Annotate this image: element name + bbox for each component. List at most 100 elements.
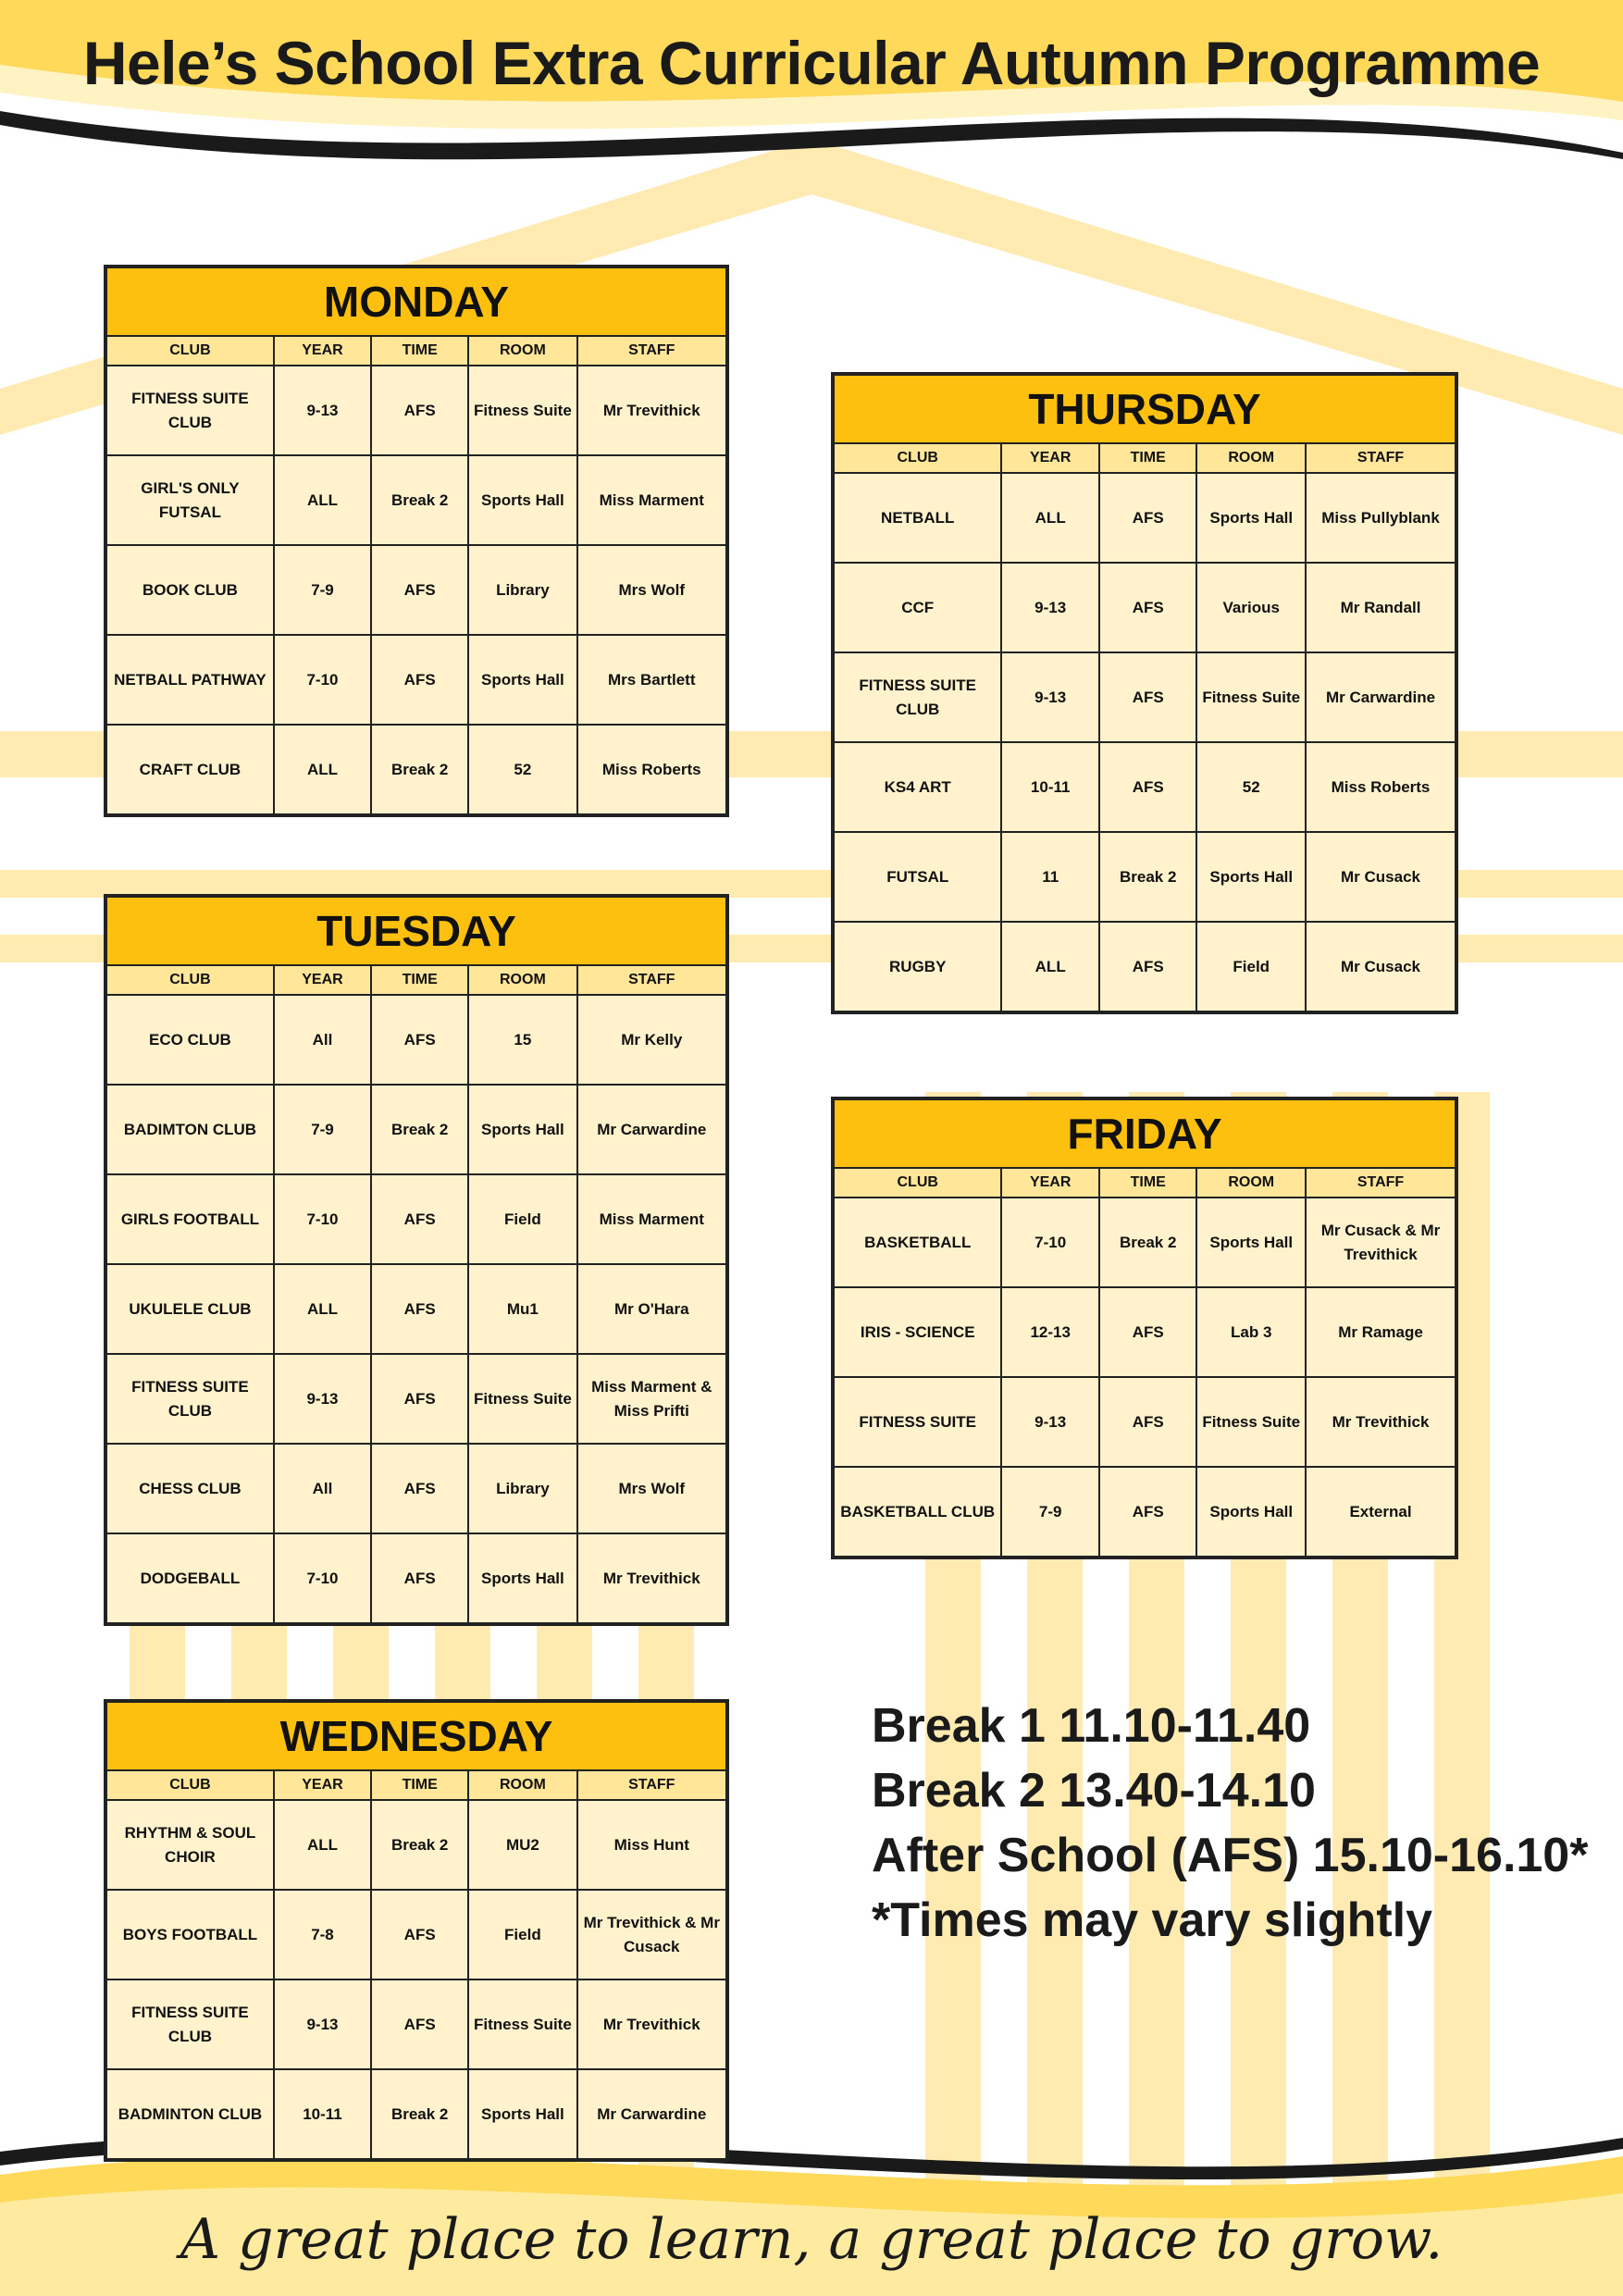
year-cell: 7-9 [272, 544, 373, 636]
club-cell: DODGEBALL [105, 1533, 275, 1624]
break-1-time: Break 1 11.10-11.40 [872, 1699, 1311, 1753]
time-cell: AFS [1097, 472, 1198, 564]
year-cell: 7-10 [272, 634, 373, 726]
staff-cell: Miss Roberts [576, 724, 728, 815]
room-cell: Sports Hall [1196, 472, 1307, 564]
room-cell: Sports Hall [467, 454, 578, 546]
after-school-time: After School (AFS) 15.10-16.10* [872, 1829, 1589, 1882]
year-cell: All [272, 1443, 373, 1534]
staff-cell: Miss Marment [576, 454, 728, 546]
club-cell: FITNESS SUITE [832, 1376, 1003, 1468]
year-cell: ALL [272, 454, 373, 546]
column-header-club: CLUB [105, 1769, 275, 1801]
column-header-year: YEAR [272, 335, 373, 366]
time-cell: AFS [370, 544, 470, 636]
room-cell: Sports Hall [467, 634, 578, 726]
table-row: GIRL'S ONLY FUTSAL ALL Break 2 Sports Hall M… [105, 454, 728, 546]
year-cell: ALL [272, 1799, 373, 1891]
time-cell: AFS [1097, 1376, 1198, 1468]
schedule-table: WEDNESDAY CLUB YEAR TIME ROOM STAFF RHYTHM & S… [105, 1701, 728, 2160]
club-cell: CHESS CLUB [105, 1443, 275, 1534]
column-header-time: TIME [1097, 1167, 1198, 1198]
table-row: FITNESS SUITE CLUB 9-13 AFS Fitness Suite Mi… [105, 1353, 728, 1445]
club-cell: FITNESS SUITE CLUB [105, 1979, 275, 2070]
staff-cell: Mr Ramage [1305, 1286, 1456, 1378]
table-row: FITNESS SUITE 9-13 AFS Fitness Suite Mr Trev… [832, 1376, 1456, 1468]
column-header-club: CLUB [105, 335, 275, 366]
year-cell: 7-10 [1000, 1197, 1100, 1288]
staff-cell: Mr Trevithick [576, 1533, 728, 1624]
day-title: THURSDAY [833, 374, 1456, 444]
club-cell: FITNESS SUITE CLUB [105, 1353, 275, 1445]
year-cell: 9-13 [272, 1979, 373, 2070]
staff-cell: Miss Hunt [576, 1799, 728, 1891]
club-cell: NETBALL [832, 472, 1003, 564]
room-cell: Sports Hall [467, 2068, 578, 2160]
year-cell: 7-9 [1000, 1466, 1100, 1558]
time-cell: AFS [370, 1353, 470, 1445]
club-cell: BASKETBALL [832, 1197, 1003, 1288]
table-row: IRIS - SCIENCE 12-13 AFS Lab 3 Mr Ramage [832, 1286, 1456, 1378]
year-cell: 7-8 [272, 1889, 373, 1980]
year-cell: 9-13 [1000, 562, 1100, 653]
schedule-table: FRIDAY CLUB YEAR TIME ROOM STAFF BASKETBALL 7-1… [832, 1098, 1456, 1558]
time-cell: Break 2 [1097, 1197, 1198, 1288]
room-cell: Sports Hall [467, 1533, 578, 1624]
schedule-table: THURSDAY CLUB YEAR TIME ROOM STAFF NETBALL ALL A… [832, 374, 1456, 1012]
table-row: FITNESS SUITE CLUB 9-13 AFS Fitness Suite Mr… [105, 365, 728, 456]
room-cell: 52 [467, 724, 578, 815]
room-cell: Fitness Suite [1196, 652, 1307, 743]
column-header-room: ROOM [1196, 1167, 1307, 1198]
club-cell: GIRL'S ONLY FUTSAL [105, 454, 275, 546]
table-row: CCF 9-13 AFS Various Mr Randall [832, 562, 1456, 653]
table-row: BADMINTON CLUB 10-11 Break 2 Sports Hall Mr … [105, 2068, 728, 2160]
club-cell: UKULELE CLUB [105, 1263, 275, 1355]
time-cell: AFS [1097, 562, 1198, 653]
day-title: WEDNESDAY [105, 1701, 727, 1771]
staff-cell: Miss Marment [576, 1173, 728, 1265]
time-cell: AFS [370, 634, 470, 726]
time-cell: AFS [1097, 921, 1198, 1012]
room-cell: Fitness Suite [467, 1979, 578, 2070]
table-row: FITNESS SUITE CLUB 9-13 AFS Fitness Suite Mr… [832, 652, 1456, 743]
table-row: BOYS FOOTBALL 7-8 AFS Field Mr Trevithick & … [105, 1889, 728, 1980]
column-header-year: YEAR [272, 1769, 373, 1801]
column-header-time: TIME [370, 1769, 470, 1801]
staff-cell: Mr Carwardine [1305, 652, 1456, 743]
time-cell: Break 2 [370, 724, 470, 815]
year-cell: ALL [1000, 921, 1100, 1012]
time-cell: Break 2 [1097, 831, 1198, 923]
column-header-year: YEAR [272, 964, 373, 996]
staff-cell: Mr Trevithick [576, 1979, 728, 2070]
schedule-table: MONDAY CLUB YEAR TIME ROOM STAFF FITNESS SUITE… [105, 267, 728, 815]
table-row: BADIMTON CLUB 7-9 Break 2 Sports Hall Mr Car… [105, 1084, 728, 1175]
club-cell: FITNESS SUITE CLUB [105, 365, 275, 456]
table-row: CRAFT CLUB ALL Break 2 52 Miss Roberts [105, 724, 728, 815]
room-cell: Library [467, 1443, 578, 1534]
staff-cell: Miss Marment & Miss Prifti [576, 1353, 728, 1445]
room-cell: Field [467, 1889, 578, 1980]
column-header-time: TIME [370, 335, 470, 366]
thursday-schedule: THURSDAY CLUB YEAR TIME ROOM STAFF NETBALL ALL A… [831, 372, 1458, 1014]
time-cell: AFS [1097, 1286, 1198, 1378]
room-cell: Lab 3 [1196, 1286, 1307, 1378]
column-header-room: ROOM [467, 964, 578, 996]
table-row: FUTSAL 11 Break 2 Sports Hall Mr Cusack [832, 831, 1456, 923]
times-note: *Times may vary slightly [872, 1893, 1433, 1947]
table-row: NETBALL ALL AFS Sports Hall Miss Pullyblank [832, 472, 1456, 564]
year-cell: All [272, 994, 373, 1086]
room-cell: 52 [1196, 741, 1307, 833]
staff-cell: Mr Cusack [1305, 831, 1456, 923]
table-row: RUGBY ALL AFS Field Mr Cusack [832, 921, 1456, 1012]
staff-cell: External [1305, 1466, 1456, 1558]
table-row: ECO CLUB All AFS 15 Mr Kelly [105, 994, 728, 1086]
year-cell: 9-13 [272, 1353, 373, 1445]
room-cell: Sports Hall [1196, 1197, 1307, 1288]
column-header-staff: STAFF [1305, 442, 1456, 474]
staff-cell: Miss Pullyblank [1305, 472, 1456, 564]
room-cell: Library [467, 544, 578, 636]
year-cell: 7-9 [272, 1084, 373, 1175]
club-cell: GIRLS FOOTBALL [105, 1173, 275, 1265]
staff-cell: Mr Carwardine [576, 2068, 728, 2160]
club-cell: CCF [832, 562, 1003, 653]
